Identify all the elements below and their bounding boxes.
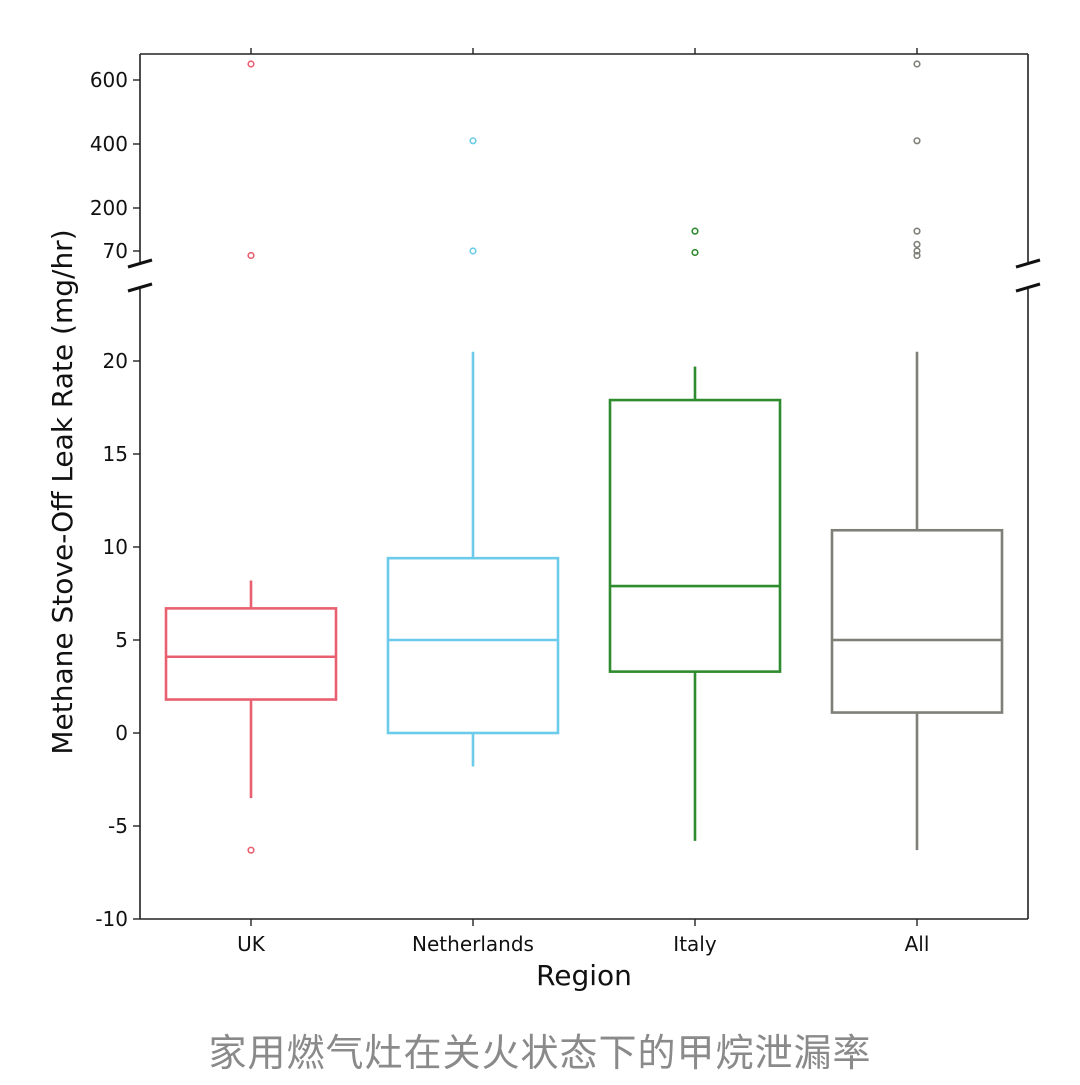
outlier-point bbox=[469, 137, 477, 145]
y-axis-label: Methane Stove-Off Leak Rate (mg/hr) bbox=[46, 229, 79, 754]
x-tick-label: All bbox=[905, 932, 930, 956]
box-iqr bbox=[608, 398, 782, 673]
outlier-point bbox=[913, 60, 921, 68]
box-iqr bbox=[164, 607, 338, 701]
outlier-point bbox=[247, 846, 255, 854]
chart-frame bbox=[127, 53, 1041, 920]
box-iqr bbox=[386, 556, 560, 735]
y-tick-label: 70 bbox=[103, 239, 128, 263]
y-tick-label: 15 bbox=[103, 442, 128, 466]
x-tick-label: UK bbox=[237, 932, 266, 956]
box-plot-chart: -10 -5 0 5 10 15 20 70 200 400 600 UK Netherlands Ita… bbox=[46, 48, 1041, 992]
y-tick-label: -5 bbox=[108, 814, 128, 838]
axis-break-mark-left-2 bbox=[127, 282, 153, 293]
x-tick-label: Italy bbox=[673, 932, 717, 956]
axis-break-mark-right-1 bbox=[1015, 258, 1041, 269]
caption: 家用燃气灶在关火状态下的甲烷泄漏率 bbox=[208, 1031, 872, 1075]
outlier-point bbox=[913, 247, 921, 255]
y-tick-label: 200 bbox=[90, 196, 128, 220]
box-iqr bbox=[830, 528, 1004, 714]
chart-axes: -10 -5 0 5 10 15 20 70 200 400 600 UK Netherlands Ita… bbox=[90, 48, 930, 956]
chart-marks bbox=[164, 60, 1004, 854]
outlier-point bbox=[913, 137, 921, 145]
y-tick-label: 0 bbox=[115, 721, 128, 745]
outlier-point bbox=[247, 251, 255, 260]
x-axis-label: Region bbox=[536, 959, 632, 992]
axis-break-mark-left-1 bbox=[127, 258, 153, 269]
y-tick-label: 10 bbox=[103, 535, 128, 559]
y-tick-label: 20 bbox=[103, 349, 128, 373]
outlier-point bbox=[913, 240, 921, 248]
axis-break-mark-right-2 bbox=[1015, 282, 1041, 293]
y-tick-label: 5 bbox=[115, 628, 128, 652]
outlier-point bbox=[247, 60, 255, 68]
outlier-point bbox=[691, 227, 699, 235]
y-tick-label: 400 bbox=[90, 132, 128, 156]
outlier-point bbox=[469, 247, 477, 255]
outlier-point bbox=[691, 248, 699, 257]
outlier-point bbox=[913, 251, 921, 260]
outlier-point bbox=[913, 227, 921, 235]
y-tick-label: -10 bbox=[95, 907, 128, 931]
y-tick-label: 600 bbox=[90, 68, 128, 92]
x-tick-label: Netherlands bbox=[412, 932, 534, 956]
